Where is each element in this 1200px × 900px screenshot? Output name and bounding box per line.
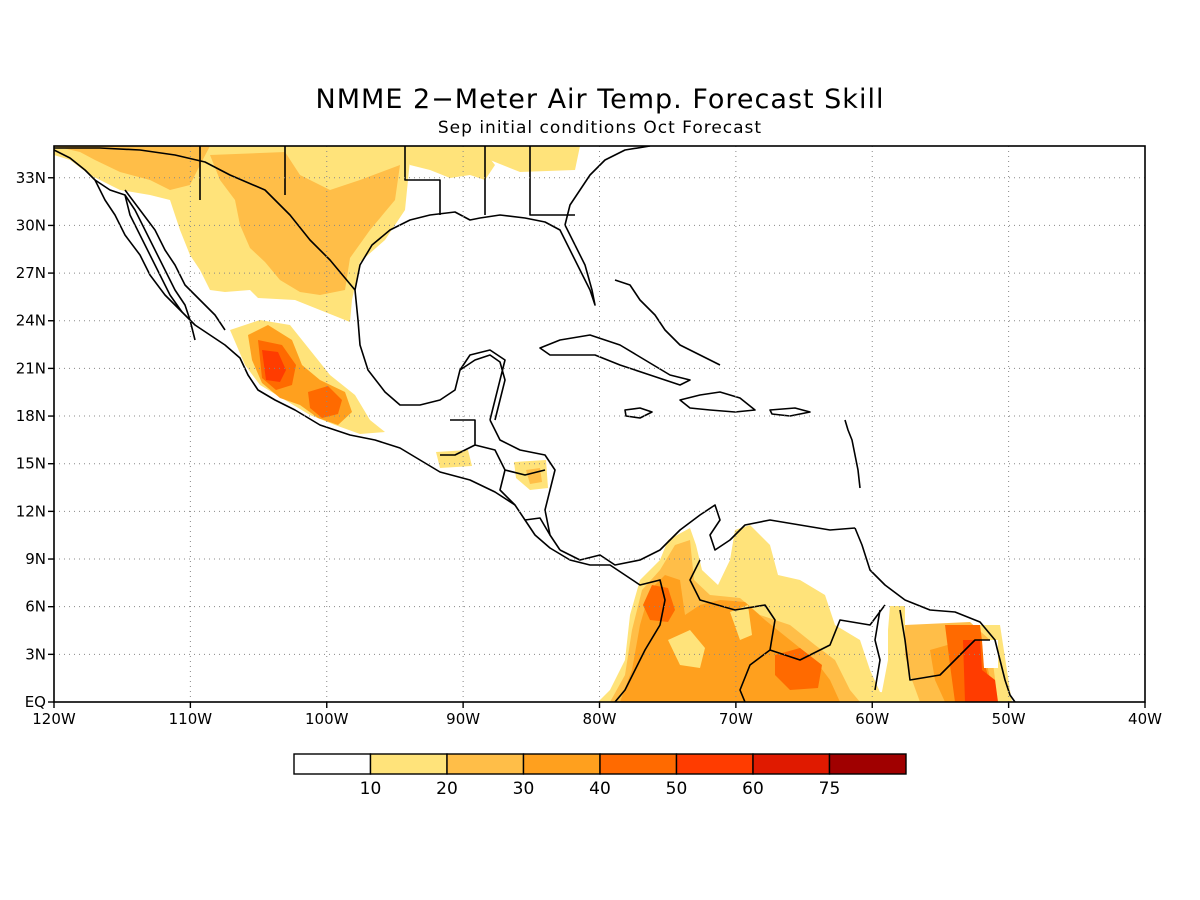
y-tick-label: 33N xyxy=(16,169,46,187)
skill-region-guianas-core xyxy=(963,640,998,702)
y-tick-label: 12N xyxy=(16,502,46,520)
x-tick-label: 80W xyxy=(583,710,617,728)
y-tick-label: 6N xyxy=(25,598,46,616)
colorbar-label: 50 xyxy=(666,779,688,799)
x-tick-label: 120W xyxy=(32,710,76,728)
x-tick-label: 90W xyxy=(446,710,480,728)
y-tick-label: 30N xyxy=(16,216,46,234)
x-tick-label: 40W xyxy=(1128,710,1162,728)
x-tick-label: 50W xyxy=(992,710,1026,728)
x-tick-label: 70W xyxy=(719,710,753,728)
colorbar-swatch xyxy=(828,753,907,775)
colorbar xyxy=(293,753,907,775)
y-tick-label: 15N xyxy=(16,455,46,473)
colorbar-swatch xyxy=(522,753,601,775)
colorbar-label: 60 xyxy=(742,779,764,799)
skill-region-central-mexico-hot2 xyxy=(308,386,342,418)
colorbar-label: 20 xyxy=(436,779,458,799)
skill-shading xyxy=(54,146,1012,702)
colorbar-swatch xyxy=(369,753,448,775)
skill-region-sierra-madre xyxy=(210,152,400,295)
colorbar-label: 40 xyxy=(589,779,611,799)
y-tick-label: 18N xyxy=(16,407,46,425)
x-tick-label: 100W xyxy=(305,710,349,728)
x-tick-label: 60W xyxy=(855,710,889,728)
y-tick-label: 27N xyxy=(16,264,46,282)
y-tick-label: EQ xyxy=(25,693,46,711)
colorbar-swatch xyxy=(599,753,678,775)
skill-region-venezuela-hot xyxy=(775,648,822,690)
skill-region-southwest-2 xyxy=(54,146,210,190)
x-tick-label: 110W xyxy=(169,710,213,728)
map-title: NMME 2−Meter Air Temp. Forecast Skill xyxy=(315,84,885,115)
map-subtitle: Sep initial conditions Oct Forecast xyxy=(437,118,763,138)
graticule xyxy=(54,146,1145,702)
colorbar-swatch xyxy=(675,753,754,775)
skill-region-colombia-light-center xyxy=(668,630,705,668)
skill-region-colombia-hot xyxy=(643,585,675,622)
colorbar-swatch xyxy=(446,753,525,775)
axis-tick-labels: 120W 110W 100W 90W 80W 70W 60W 50W 40W EQ 3N 6N 9N 12… xyxy=(16,169,1162,728)
colorbar-label: 75 xyxy=(819,779,841,799)
colorbar-label: 10 xyxy=(360,779,382,799)
skill-region-texas-light xyxy=(400,146,495,180)
skill-region-colombia-light-center2 xyxy=(730,605,752,640)
skill-region-guatemala xyxy=(436,450,472,468)
y-tick-label: 9N xyxy=(25,550,46,568)
y-tick-label: 21N xyxy=(16,359,46,377)
colorbar-swatch xyxy=(752,753,831,775)
y-tick-label: 24N xyxy=(16,312,46,330)
colorbar-swatch xyxy=(293,753,372,775)
colorbar-label: 30 xyxy=(513,779,535,799)
axis-ticks xyxy=(48,177,1146,708)
skill-region-central-mexico-core xyxy=(262,350,286,382)
coastlines xyxy=(54,146,1016,702)
colorbar-labels: 10 20 30 40 50 60 75 xyxy=(360,779,841,799)
y-tick-label: 3N xyxy=(25,645,46,663)
